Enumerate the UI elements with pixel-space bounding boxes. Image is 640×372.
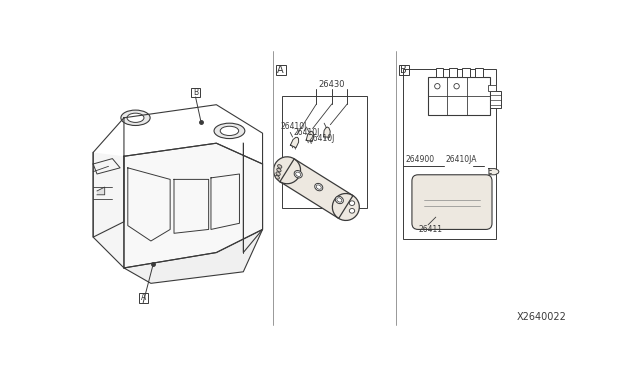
Bar — [399, 65, 409, 75]
Ellipse shape — [315, 183, 323, 191]
Ellipse shape — [275, 176, 280, 179]
Ellipse shape — [278, 165, 282, 168]
Text: A: A — [141, 294, 146, 302]
Text: 264900: 264900 — [405, 155, 434, 164]
Polygon shape — [489, 169, 499, 175]
Text: A: A — [277, 65, 284, 75]
Polygon shape — [291, 137, 299, 148]
Bar — [191, 88, 200, 97]
Polygon shape — [124, 230, 262, 283]
Polygon shape — [280, 159, 353, 218]
Bar — [475, 68, 483, 77]
Polygon shape — [97, 187, 105, 195]
Ellipse shape — [335, 196, 344, 203]
Ellipse shape — [316, 185, 321, 189]
Polygon shape — [324, 127, 330, 137]
Ellipse shape — [127, 113, 144, 122]
Text: 26430: 26430 — [319, 80, 345, 89]
Ellipse shape — [337, 198, 342, 202]
Text: B: B — [401, 65, 407, 75]
Ellipse shape — [435, 84, 440, 89]
Bar — [449, 68, 456, 77]
Ellipse shape — [276, 168, 281, 172]
Text: 26410J: 26410J — [293, 128, 320, 137]
Bar — [139, 294, 148, 302]
Ellipse shape — [214, 123, 245, 139]
Polygon shape — [306, 131, 314, 142]
Bar — [462, 68, 470, 77]
Text: 26410J: 26410J — [308, 134, 335, 143]
Bar — [282, 96, 367, 208]
Bar — [276, 65, 285, 75]
Ellipse shape — [276, 172, 280, 176]
Text: X2640022: X2640022 — [517, 312, 566, 322]
Ellipse shape — [296, 172, 301, 176]
Ellipse shape — [294, 170, 302, 178]
Bar — [428, 77, 490, 115]
Ellipse shape — [273, 157, 301, 184]
Polygon shape — [93, 153, 124, 268]
Bar — [490, 91, 501, 108]
Ellipse shape — [332, 193, 359, 221]
Ellipse shape — [454, 84, 460, 89]
Bar — [403, 69, 496, 239]
Ellipse shape — [121, 110, 150, 125]
FancyBboxPatch shape — [412, 175, 492, 230]
Text: 26410JA: 26410JA — [445, 155, 477, 164]
Text: 26411: 26411 — [418, 225, 442, 234]
Ellipse shape — [349, 209, 355, 213]
Text: B: B — [193, 88, 198, 97]
Ellipse shape — [349, 201, 355, 205]
Bar — [436, 68, 444, 77]
Bar — [488, 85, 496, 91]
Ellipse shape — [220, 126, 239, 135]
Polygon shape — [124, 143, 262, 268]
Text: 26410J: 26410J — [280, 122, 307, 131]
